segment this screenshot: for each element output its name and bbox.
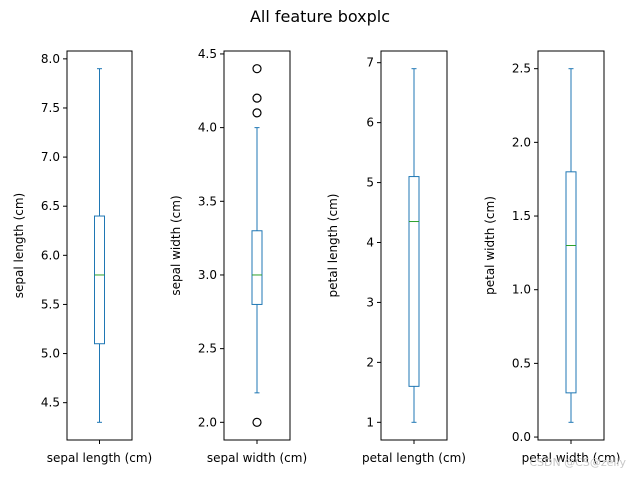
outlier-point [252, 93, 262, 103]
x-tick-label: sepal length (cm) [47, 451, 152, 465]
y-tick-label: 4.0 [198, 121, 217, 135]
y-tick-label: 7 [366, 56, 374, 70]
y-tick-label: 5.5 [41, 297, 60, 311]
watermark: CSDN @CS@zelly [529, 456, 626, 469]
y-tick-label: 2.0 [512, 135, 531, 149]
y-tick-label: 7.5 [41, 101, 60, 115]
y-tick-label: 4.5 [198, 47, 217, 61]
y-tick-label: 4 [366, 236, 374, 250]
y-axis-label: sepal width (cm) [169, 195, 183, 295]
x-tick-label: petal length (cm) [362, 451, 466, 465]
y-tick-label: 5 [366, 176, 374, 190]
y-tick-label: 1.5 [512, 209, 531, 223]
y-tick-label: 2.5 [512, 62, 531, 76]
y-tick-label: 2 [366, 355, 374, 369]
y-tick-label: 6.0 [41, 248, 60, 262]
y-tick-label: 1 [366, 415, 374, 429]
y-tick-label: 0.0 [512, 430, 531, 444]
iqr-box [94, 215, 105, 345]
y-tick-label: 6 [366, 116, 374, 130]
y-axis-label: petal length (cm) [326, 194, 340, 298]
y-axis-label: sepal length (cm) [12, 193, 26, 298]
outlier-point [252, 417, 262, 427]
y-tick-label: 8.0 [41, 52, 60, 66]
y-tick-label: 1.0 [512, 283, 531, 297]
x-tick-label: petal width (cm) [522, 451, 621, 465]
y-tick-label: 0.5 [512, 356, 531, 370]
y-tick-label: 2.0 [198, 415, 217, 429]
iqr-box [408, 176, 420, 387]
iqr-box [251, 230, 263, 305]
y-tick-label: 5.0 [41, 347, 60, 361]
y-tick-label: 2.5 [198, 342, 217, 356]
figure-title: All feature boxplc [249, 7, 391, 26]
y-tick-label: 6.5 [41, 199, 60, 213]
y-tick-label: 3.5 [198, 194, 217, 208]
y-tick-label: 7.0 [41, 150, 60, 164]
iqr-box [565, 171, 577, 394]
outlier-point [252, 108, 262, 118]
y-tick-label: 4.5 [41, 396, 60, 410]
y-tick-label: 3 [366, 295, 374, 309]
x-tick-label: sepal width (cm) [207, 451, 307, 465]
y-tick-label: 3.0 [198, 268, 217, 282]
outlier-point [252, 64, 262, 74]
y-axis-label: petal width (cm) [483, 196, 497, 295]
